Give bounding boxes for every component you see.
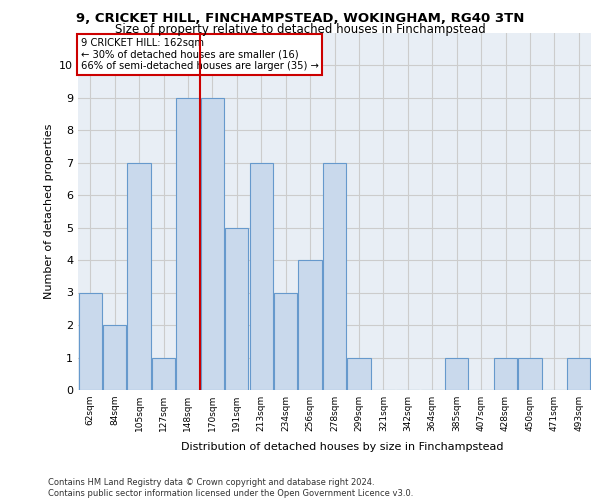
Text: 9 CRICKET HILL: 162sqm
← 30% of detached houses are smaller (16)
66% of semi-det: 9 CRICKET HILL: 162sqm ← 30% of detached… [80, 38, 319, 71]
Bar [298, 260, 322, 390]
Bar [445, 358, 468, 390]
Bar [176, 98, 200, 390]
Bar [103, 325, 126, 390]
Bar [567, 358, 590, 390]
Text: Distribution of detached houses by size in Finchampstead: Distribution of detached houses by size … [181, 442, 503, 452]
Bar [518, 358, 542, 390]
Bar [494, 358, 517, 390]
Bar [274, 292, 297, 390]
Text: Size of property relative to detached houses in Finchampstead: Size of property relative to detached ho… [115, 22, 485, 36]
Bar [225, 228, 248, 390]
Bar [201, 98, 224, 390]
Bar [127, 162, 151, 390]
Y-axis label: Number of detached properties: Number of detached properties [44, 124, 53, 299]
Bar [152, 358, 175, 390]
Bar [347, 358, 371, 390]
Bar [250, 162, 273, 390]
Bar [79, 292, 102, 390]
Bar [323, 162, 346, 390]
Text: Contains HM Land Registry data © Crown copyright and database right 2024.
Contai: Contains HM Land Registry data © Crown c… [48, 478, 413, 498]
Text: 9, CRICKET HILL, FINCHAMPSTEAD, WOKINGHAM, RG40 3TN: 9, CRICKET HILL, FINCHAMPSTEAD, WOKINGHA… [76, 12, 524, 26]
